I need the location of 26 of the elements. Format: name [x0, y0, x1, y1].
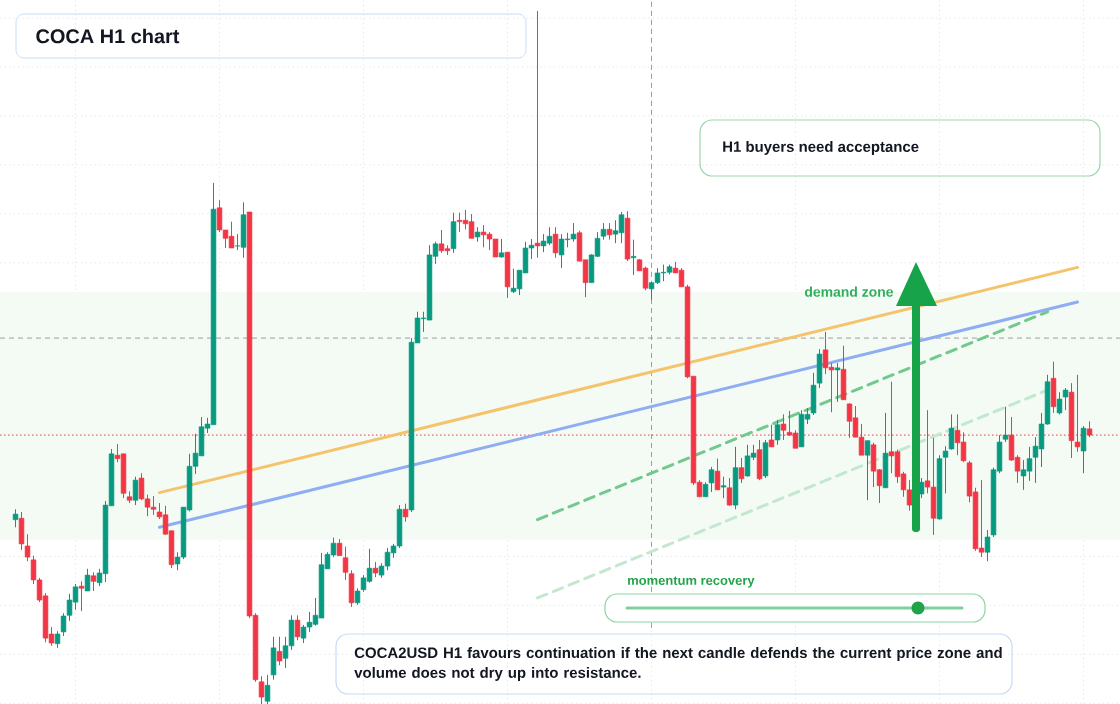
text: COCA H1 chart [36, 28, 180, 44]
candlestick [630, 239, 637, 276]
candlestick [714, 458, 721, 491]
candlestick [402, 503, 409, 523]
candlestick [1080, 425, 1087, 474]
candlestick [834, 362, 841, 403]
band-label: demand zone [804, 286, 894, 297]
candlestick [720, 476, 727, 499]
annotation: H1 buyers need acceptance [723, 141, 919, 155]
candlestick [498, 238, 505, 259]
candlestick [774, 419, 781, 446]
candlestick [864, 440, 871, 501]
candlestick [738, 457, 745, 484]
annotation: COCA2USD H1 favours continuation if the next candle defends the current price zone and volume does not dry up into resistance. [354, 647, 1002, 681]
candlestick [132, 476, 139, 506]
candlestick [264, 674, 271, 704]
candlestick [534, 10, 541, 259]
candlestick [78, 580, 85, 612]
candlestick [276, 636, 283, 666]
candlestick [726, 477, 733, 507]
candlestick [552, 226, 559, 259]
candlestick [12, 508, 19, 528]
annotation: momentum recovery [628, 576, 755, 588]
candlestick [294, 614, 301, 641]
candlestick [84, 568, 91, 592]
candlestick [90, 571, 97, 592]
